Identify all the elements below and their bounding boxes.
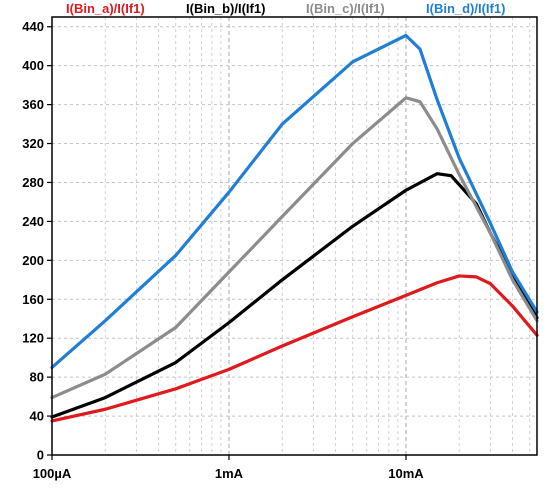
y-tick-label: 400 — [22, 58, 44, 73]
x-tick-label: 10mA — [388, 466, 424, 481]
legend-entry-4: I(Bin_d)/I(If1) — [426, 1, 505, 16]
y-tick-label: 200 — [22, 253, 44, 268]
y-tick-label: 0 — [37, 448, 44, 463]
legend-entry-2: I(Bin_b)/I(If1) — [186, 1, 265, 16]
y-tick-label: 360 — [22, 97, 44, 112]
y-tick-label: 240 — [22, 214, 44, 229]
y-tick-label: 120 — [22, 331, 44, 346]
series-lines — [50, 33, 539, 423]
y-tick-label: 80 — [30, 370, 44, 385]
y-tick-label: 40 — [30, 409, 44, 424]
x-tick-label: 1mA — [215, 466, 244, 481]
plot-background — [52, 17, 537, 455]
y-tick-label: 280 — [22, 175, 44, 190]
plot-frame — [51, 16, 538, 456]
x-tick-label: 100µA — [33, 466, 72, 481]
legend: I(Bin_a)/I(If1) I(Bin_b)/I(If1) I(Bin_c)/I… — [66, 1, 505, 16]
series-line-4 — [50, 33, 539, 369]
legend-entry-1: I(Bin_a)/I(If1) — [66, 1, 145, 16]
y-tick-label: 440 — [22, 19, 44, 34]
legend-entry-3: I(Bin_c)/I(If1) — [306, 1, 385, 16]
axis-ticks: 0 40 80 120 160 200 240 280 320 360 400 440 100µA 1mA… — [22, 19, 424, 481]
series-line-1 — [50, 274, 539, 423]
y-tick-label: 160 — [22, 292, 44, 307]
series-line-3 — [50, 96, 539, 400]
y-tick-label: 320 — [22, 136, 44, 151]
